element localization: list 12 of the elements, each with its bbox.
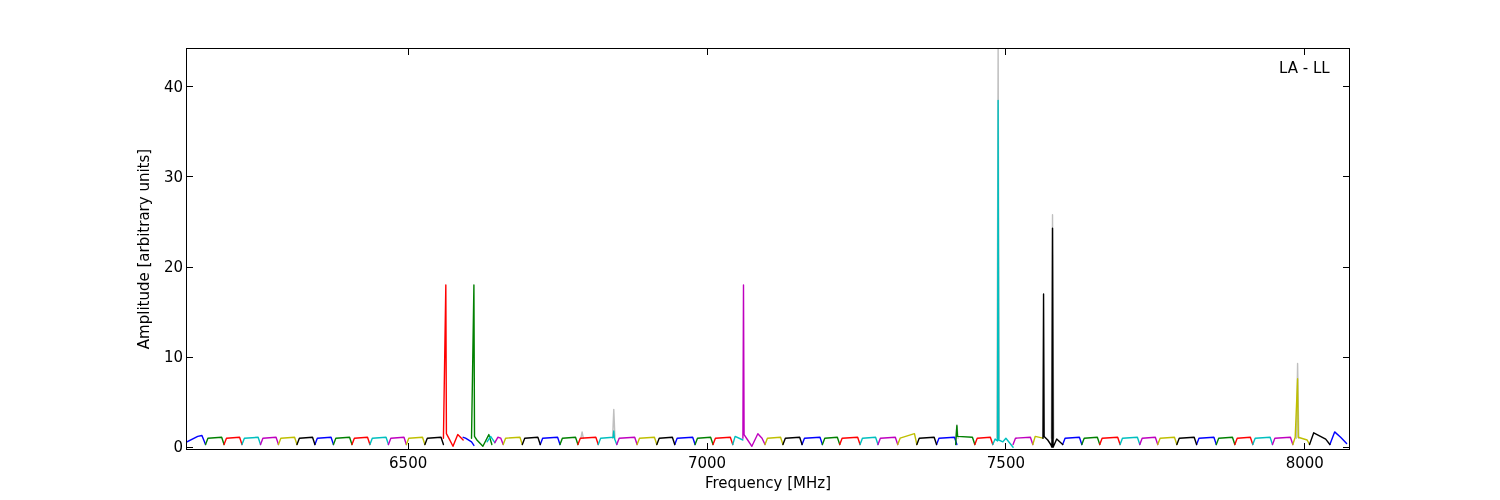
x-tick-label: 6500 — [389, 454, 428, 472]
y-tick-label: 40 — [163, 78, 183, 97]
y-tick-label: 0 — [173, 438, 183, 457]
x-tick-label: 8000 — [1285, 454, 1324, 472]
y-tick-label: 20 — [163, 258, 183, 277]
annotation: LA - LL — [1279, 59, 1331, 77]
y-tick-label: 30 — [163, 168, 183, 187]
y-axis-title: Amplitude [arbitrary units] — [135, 148, 154, 350]
x-tick-label: 7000 — [687, 454, 727, 472]
x-tick-label: 7500 — [986, 454, 1025, 472]
y-tick-label: 10 — [163, 348, 183, 367]
x-axis-title: Frequency [MHz] — [704, 474, 832, 492]
